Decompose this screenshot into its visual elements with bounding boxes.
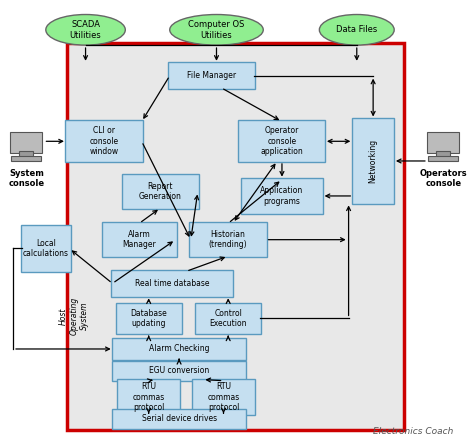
FancyBboxPatch shape <box>112 338 246 360</box>
FancyBboxPatch shape <box>168 62 255 89</box>
FancyBboxPatch shape <box>190 222 267 257</box>
Text: File Manager: File Manager <box>187 71 237 80</box>
FancyBboxPatch shape <box>238 120 326 162</box>
Text: Historian
(trending): Historian (trending) <box>209 230 247 249</box>
Text: RTU
commas
protocol: RTU commas protocol <box>208 382 240 412</box>
Text: System
console: System console <box>9 169 45 188</box>
Text: Computer OS
Utilities: Computer OS Utilities <box>188 20 245 40</box>
Bar <box>11 156 41 161</box>
FancyBboxPatch shape <box>112 361 246 381</box>
Text: Alarm
Manager: Alarm Manager <box>122 230 156 249</box>
FancyBboxPatch shape <box>102 222 177 257</box>
Text: Host
Operating
System: Host Operating System <box>59 297 89 335</box>
Text: Serial device drives: Serial device drives <box>142 414 217 423</box>
FancyBboxPatch shape <box>67 43 403 430</box>
FancyBboxPatch shape <box>112 409 246 429</box>
FancyBboxPatch shape <box>117 379 181 415</box>
FancyBboxPatch shape <box>427 132 459 153</box>
FancyBboxPatch shape <box>21 225 71 271</box>
Text: Real time database: Real time database <box>135 279 210 288</box>
FancyBboxPatch shape <box>111 270 233 297</box>
Text: RTU
commas
protocol: RTU commas protocol <box>133 382 165 412</box>
Ellipse shape <box>319 15 394 45</box>
Bar <box>436 151 450 157</box>
FancyBboxPatch shape <box>10 132 42 153</box>
Text: Operator
console
application: Operator console application <box>261 126 303 156</box>
Text: Report
Generation: Report Generation <box>139 182 182 201</box>
Text: Operators
console: Operators console <box>419 169 467 188</box>
FancyBboxPatch shape <box>191 379 255 415</box>
FancyBboxPatch shape <box>116 303 182 334</box>
FancyBboxPatch shape <box>195 303 261 334</box>
Ellipse shape <box>170 15 263 45</box>
Bar <box>428 156 458 161</box>
Text: Application
programs: Application programs <box>260 186 303 205</box>
Text: Alarm Checking: Alarm Checking <box>149 345 210 353</box>
Text: SCADA
Utilities: SCADA Utilities <box>70 20 101 40</box>
Text: CLI or
console
window: CLI or console window <box>90 126 119 156</box>
Text: Local
calculations: Local calculations <box>23 239 69 258</box>
Text: Control
Execution: Control Execution <box>210 309 247 328</box>
Text: Data Files: Data Files <box>336 26 377 34</box>
FancyBboxPatch shape <box>121 174 199 209</box>
Text: Networking: Networking <box>369 139 378 183</box>
Bar <box>19 151 33 157</box>
Ellipse shape <box>46 15 125 45</box>
Text: Database
updating: Database updating <box>130 309 167 328</box>
FancyBboxPatch shape <box>241 178 323 214</box>
Text: Electronics Coach: Electronics Coach <box>373 427 453 436</box>
Text: EGU conversion: EGU conversion <box>149 367 209 375</box>
FancyBboxPatch shape <box>352 118 394 204</box>
FancyBboxPatch shape <box>65 120 143 162</box>
